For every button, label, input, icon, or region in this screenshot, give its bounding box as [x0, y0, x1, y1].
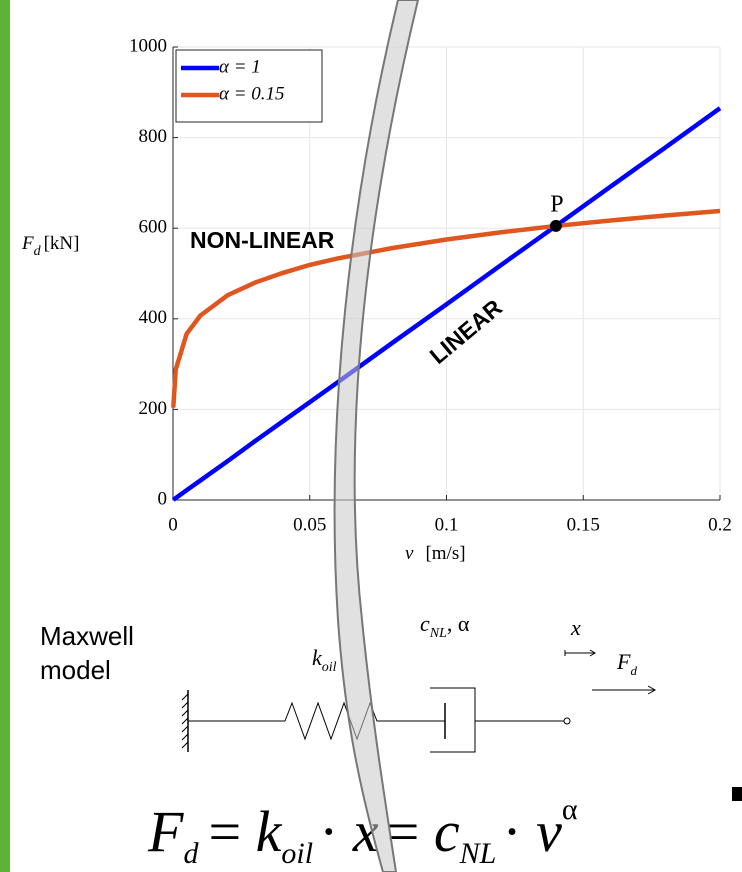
y-label-symbol: F [21, 233, 34, 254]
f-symbol: F [616, 649, 631, 674]
point-label: P [550, 191, 563, 217]
y-tick-label: 600 [139, 217, 168, 238]
k-label: koil [312, 645, 337, 675]
y-label-sub: d [34, 244, 42, 259]
k-symbol: k [312, 645, 323, 670]
x-tick-label: 0.05 [293, 514, 326, 535]
diagram-labels: koil cNL, α x Fd [312, 611, 637, 678]
f-label: Fd [616, 649, 637, 678]
x-tick-label: 0.15 [567, 514, 600, 535]
legend-label: α = 0.15 [219, 83, 285, 104]
bullet [732, 787, 742, 801]
formula-part: = [208, 799, 255, 864]
formula-part: oil [281, 837, 313, 870]
annotation: NON-LINEAR [190, 227, 335, 253]
formula-part: v [536, 799, 562, 864]
formula-part: · [319, 799, 353, 864]
plot: 0 200 400 600 800 1000 0 0.05 0.1 0.15 0.2 P NON-LIN… [21, 35, 732, 564]
y-axis-label: Fd [kN] [21, 233, 80, 259]
legend-label: α = 1 [219, 56, 261, 77]
series-line [171, 106, 722, 502]
c-alpha: , α [447, 611, 470, 636]
c-sub: NL [429, 626, 447, 641]
x-axis-label: v [m/s] [405, 543, 466, 564]
f-sub: d [630, 663, 637, 678]
formula-part: · [502, 799, 536, 864]
y-tick-label: 0 [158, 488, 168, 509]
formula-part: NL [459, 837, 497, 870]
y-tick-label: 200 [139, 398, 168, 419]
x-tick-label: 0.1 [435, 514, 459, 535]
formula: Fd = koil · x = cNL · vα [147, 793, 578, 870]
curved-band [333, 0, 420, 872]
series-line [171, 208, 721, 408]
accent-bar [0, 0, 10, 872]
x-tick-label: 0.2 [708, 514, 732, 535]
x-label-unit: [m/s] [425, 543, 465, 564]
formula-part: d [183, 837, 199, 870]
k-sub: oil [322, 660, 337, 675]
formula-part: = [387, 799, 434, 864]
x-label: x [570, 615, 581, 640]
caption-line: Maxwell [40, 621, 134, 651]
x-tick-label: 0 [168, 514, 178, 535]
maxwell-diagram [181, 649, 657, 753]
caption-line: model [40, 655, 111, 685]
formula-part: c [434, 799, 460, 864]
formula-part: α [562, 793, 578, 826]
y-tick-label: 800 [139, 126, 168, 147]
formula-part: F [147, 799, 184, 864]
y-tick-label: 1000 [129, 35, 167, 56]
axes-box [172, 47, 720, 501]
y-label-unit: [kN] [44, 233, 80, 254]
formula-part: k [256, 799, 283, 864]
c-label: cNL, α [420, 611, 470, 641]
maxwell-caption: Maxwell model [40, 621, 134, 685]
c-symbol: c [420, 611, 430, 636]
x-label-symbol: v [405, 543, 414, 564]
legend-box [175, 49, 323, 123]
y-tick-label: 400 [139, 307, 168, 328]
point-marker [549, 219, 562, 232]
